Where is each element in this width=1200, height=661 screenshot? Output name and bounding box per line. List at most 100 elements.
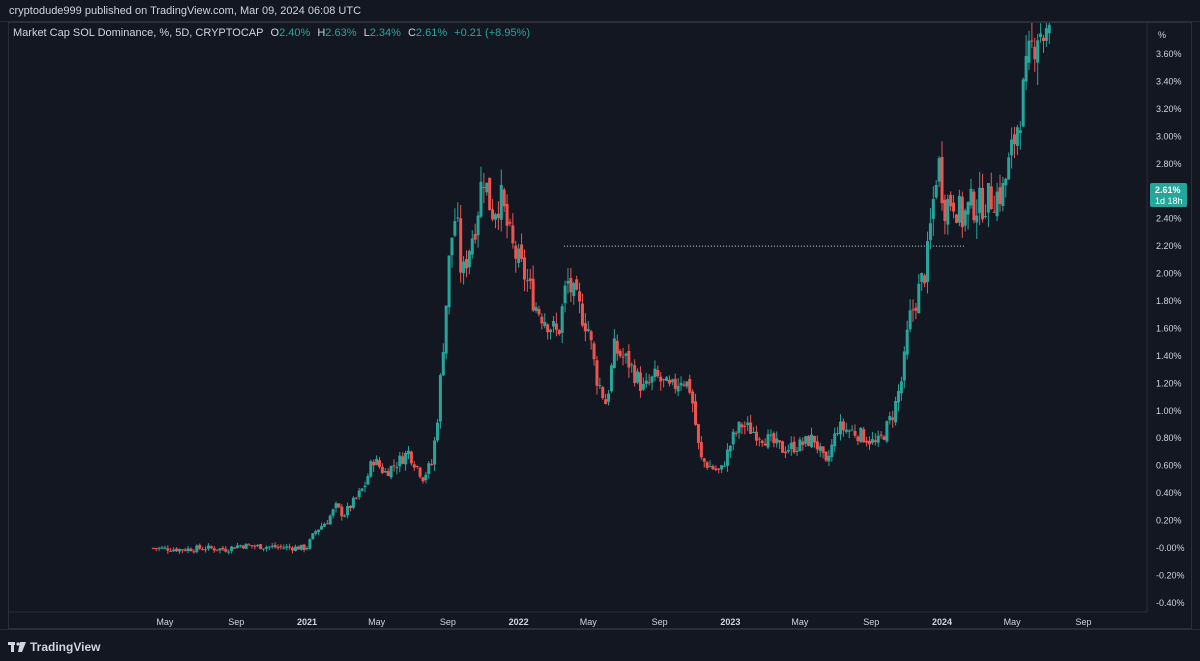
candle (1041, 34, 1045, 53)
candle (334, 501, 338, 513)
candle (511, 213, 515, 249)
candle-body (937, 158, 941, 182)
candle (812, 435, 816, 448)
candle (801, 437, 805, 451)
candle-body (293, 546, 297, 552)
candle-body (586, 329, 590, 332)
candle (778, 440, 782, 450)
candle (665, 376, 669, 382)
candle (262, 548, 266, 552)
candle-body (450, 237, 454, 256)
candle-body (743, 425, 747, 427)
candle-body (815, 441, 819, 450)
candle-body (580, 303, 584, 326)
candle (525, 268, 529, 292)
candle (966, 201, 970, 230)
candle-body (717, 468, 721, 470)
open-label: O (270, 27, 280, 39)
candle-body (847, 430, 851, 432)
price-tick-label: 0.20% (1156, 516, 1182, 526)
candle (691, 389, 695, 413)
candle-body (204, 549, 208, 551)
candle (833, 427, 837, 453)
candle (679, 376, 683, 391)
candle (450, 237, 454, 268)
candle (238, 544, 242, 548)
candle (467, 249, 471, 275)
candle-body (839, 421, 843, 435)
time-tick-label: May (368, 617, 386, 627)
footer-bar: TradingView (0, 629, 1200, 661)
candle-body (920, 272, 924, 282)
candle (598, 377, 602, 390)
candle-body (1047, 24, 1051, 34)
candle-body (897, 391, 901, 403)
candle (485, 182, 489, 196)
candle (259, 543, 263, 550)
price-axis[interactable]: 3.60%3.40%3.20%3.00%2.80%2.60%2.40%2.20%… (1156, 49, 1185, 608)
last-price-badge (1150, 183, 1187, 207)
candle-body (868, 440, 872, 445)
candle (296, 545, 300, 550)
candle (621, 347, 625, 366)
candle (749, 414, 753, 435)
candle (940, 141, 944, 211)
candle-body (604, 399, 608, 405)
candle (331, 508, 335, 519)
candle-body (267, 546, 271, 548)
candle (847, 429, 851, 439)
candle-body (781, 441, 785, 453)
candle (427, 460, 431, 479)
candle-body (435, 422, 439, 441)
candle-body (601, 387, 605, 399)
candle-body (902, 351, 906, 381)
candle (491, 199, 495, 222)
chart-legend: Market Cap SOL Dominance, %, 5D, CRYPTOC… (13, 27, 534, 41)
price-tick-label: -0.00% (1156, 543, 1185, 553)
candle-body (262, 548, 266, 550)
candle-body (853, 430, 857, 436)
candle (227, 549, 231, 555)
candle (650, 375, 654, 391)
candle-body (665, 377, 669, 382)
candle (401, 452, 405, 465)
time-tick-label: Sep (863, 617, 879, 627)
candle (1004, 177, 1008, 198)
tradingview-logo[interactable]: TradingView (8, 640, 100, 654)
candle-body (314, 531, 318, 534)
candle-body (757, 438, 761, 440)
change-value: +0.21 (+8.95%) (454, 27, 531, 39)
candle (839, 414, 843, 441)
candle-body (166, 548, 170, 551)
candle-body (595, 360, 599, 386)
candle-body (418, 467, 422, 477)
candle (198, 543, 202, 551)
candle-body (807, 435, 811, 446)
candle-body (763, 443, 767, 446)
candle (520, 233, 524, 262)
candle-body (172, 549, 176, 552)
candle-body (818, 446, 822, 451)
candle (667, 375, 671, 387)
candle (354, 496, 358, 500)
candle-body (496, 213, 500, 218)
candle (1012, 126, 1016, 159)
candle (752, 426, 756, 433)
candle (601, 386, 605, 400)
candle (711, 464, 715, 471)
candle (694, 393, 698, 426)
candle-body (404, 452, 408, 465)
candle-body (520, 244, 524, 259)
candle (946, 194, 950, 235)
low-label: L (363, 27, 370, 39)
time-axis[interactable]: May Sep 2021 May Sep 2022 May Sep 2023 May Sep 2024… (156, 617, 1091, 627)
candle-body (856, 436, 860, 442)
candle (340, 504, 344, 521)
candle-body (598, 385, 602, 387)
candle-body (624, 353, 628, 356)
candle-body (934, 184, 938, 198)
candle (862, 426, 866, 443)
candle-body (253, 545, 257, 547)
candle (166, 545, 170, 554)
